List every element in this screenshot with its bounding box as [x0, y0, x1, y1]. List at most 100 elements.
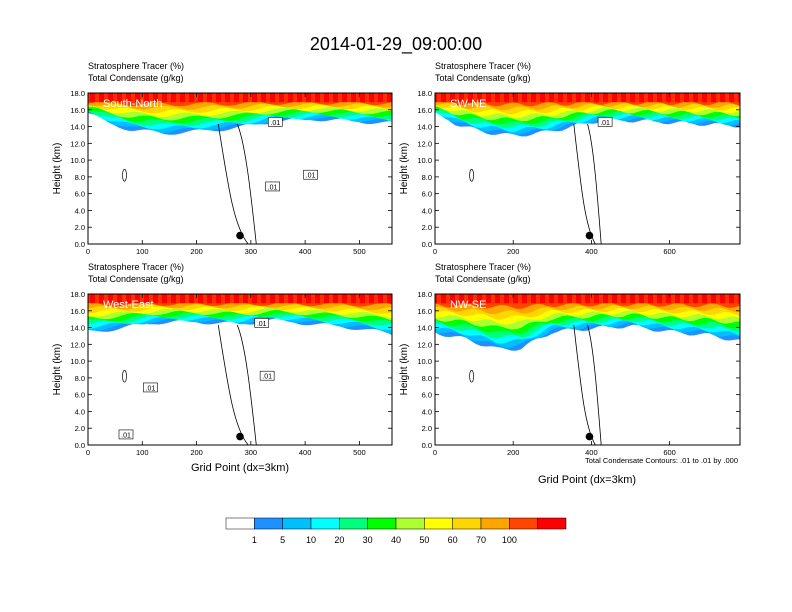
y-tick-label: 12.0 — [417, 340, 432, 349]
tracer-band-top — [435, 294, 740, 304]
y-tick-label: 2.0 — [422, 223, 432, 232]
colorbar-label: 60 — [448, 535, 458, 545]
x-tick-label: 500 — [353, 448, 366, 457]
y-tick-label: 10.0 — [70, 357, 85, 366]
panels-group: Stratosphere Tracer (%) Total Condensate … — [52, 61, 741, 457]
panel-header-condensate: Total Condensate (g/kg) — [435, 274, 531, 284]
y-axis-label: Height (km) — [52, 344, 63, 396]
panel-header-condensate: Total Condensate (g/kg) — [435, 73, 531, 83]
y-tick-label: 18.0 — [70, 89, 85, 98]
colorbar-swatch — [424, 517, 453, 530]
condensate-contour — [217, 123, 257, 245]
x-tick-label: 300 — [245, 448, 258, 457]
contour-note: Total Condensate Contours: .01 to .01 by… — [585, 456, 738, 465]
y-axis-label: Height (km) — [399, 344, 410, 396]
x-tick-label: 0 — [433, 247, 437, 256]
y-tick-label: 0.0 — [75, 240, 85, 249]
y-tick-label: 12.0 — [417, 139, 432, 148]
plot-frame — [434, 293, 741, 446]
x-axis-label-left: Grid Point (dx=3km) — [191, 462, 289, 474]
colorbar-swatch — [452, 517, 482, 530]
colorbar-label: 50 — [419, 535, 429, 545]
panel-nw-se: Stratosphere Tracer (%) Total Condensate … — [399, 262, 741, 457]
panel-sw-ne: Stratosphere Tracer (%) Total Condensate … — [399, 61, 741, 256]
x-tick-label: 400 — [585, 247, 598, 256]
tracer-band-top — [88, 294, 392, 304]
y-tick-label: 18.0 — [417, 290, 432, 299]
y-tick-label: 10.0 — [417, 156, 432, 165]
contour-label-box — [259, 370, 275, 381]
x-tick-label: 200 — [507, 247, 520, 256]
x-tick-label: 0 — [433, 448, 437, 457]
x-tick-label: 100 — [136, 448, 149, 457]
colorbar-label: 40 — [391, 535, 401, 545]
y-tick-label: 2.0 — [75, 223, 85, 232]
y-tick-label: 14.0 — [70, 123, 85, 132]
y-tick-label: 2.0 — [75, 424, 85, 433]
y-axis-label: Height (km) — [52, 143, 63, 195]
y-tick-label: 6.0 — [75, 190, 85, 199]
y-tick-label: 16.0 — [417, 106, 432, 115]
y-tick-label: 8.0 — [422, 173, 432, 182]
y-tick-label: 16.0 — [417, 307, 432, 316]
x-tick-label: 0 — [86, 448, 90, 457]
colorbar-label: 10 — [306, 535, 316, 545]
colorbar-label: 70 — [476, 535, 486, 545]
colorbar-swatch — [367, 517, 397, 530]
y-tick-label: 0.0 — [422, 240, 432, 249]
y-tick-label: 10.0 — [70, 156, 85, 165]
figure-title: 2014-01-29_09:00:00 — [310, 34, 482, 55]
x-tick-label: 400 — [299, 247, 312, 256]
y-tick-label: 2.0 — [422, 424, 432, 433]
colorbar-swatch — [537, 517, 567, 530]
location-marker — [585, 432, 594, 441]
y-tick-label: 8.0 — [75, 374, 85, 383]
condensate-contour-small — [122, 369, 127, 383]
x-tick-label: 200 — [507, 448, 520, 457]
y-axis-label: Height (km) — [399, 143, 410, 195]
y-tick-label: 6.0 — [75, 391, 85, 400]
y-tick-label: 12.0 — [70, 139, 85, 148]
x-tick-label: 400 — [299, 448, 312, 457]
contour-label-box — [254, 318, 270, 328]
plot-frame — [87, 92, 393, 245]
panel-header-tracer: Stratosphere Tracer (%) — [435, 262, 531, 272]
y-tick-label: 16.0 — [70, 106, 85, 115]
y-tick-label: 14.0 — [417, 123, 432, 132]
x-tick-label: 0 — [86, 247, 90, 256]
y-tick-label: 14.0 — [70, 324, 85, 333]
y-tick-label: 18.0 — [417, 89, 432, 98]
y-tick-label: 0.0 — [75, 441, 85, 450]
plot-frame — [87, 293, 393, 446]
y-tick-label: 12.0 — [70, 340, 85, 349]
colorbar-label: 1 — [252, 535, 257, 545]
y-tick-label: 4.0 — [422, 206, 432, 215]
panel-header-tracer: Stratosphere Tracer (%) — [435, 61, 531, 71]
contour-label: .01 — [146, 385, 156, 392]
x-tick-label: 600 — [663, 247, 676, 256]
condensate-contour — [217, 324, 257, 446]
x-tick-label: 400 — [585, 448, 598, 457]
colorbar: 1 5 10 20 30 40 50 60 70 100 — [225, 517, 567, 545]
location-marker — [236, 231, 244, 240]
panel-header-condensate: Total Condensate (g/kg) — [88, 274, 184, 284]
contour-label-box — [597, 117, 613, 127]
location-marker — [236, 432, 244, 441]
contour-label: .01 — [121, 432, 131, 439]
colorbar-label: 20 — [334, 535, 344, 545]
x-axis-label-right: Grid Point (dx=3km) — [538, 474, 636, 486]
location-marker — [585, 231, 594, 240]
x-tick-label: 200 — [190, 247, 203, 256]
y-tick-label: 18.0 — [70, 290, 85, 299]
x-tick-label: 200 — [190, 448, 203, 457]
plot-frame — [434, 92, 741, 245]
condensate-contour-small — [469, 168, 474, 182]
tracer-band-top — [88, 93, 392, 103]
y-tick-label: 8.0 — [75, 173, 85, 182]
colorbar-swatch — [282, 517, 312, 530]
contour-label-box — [265, 181, 280, 192]
contour-label-box — [143, 382, 158, 393]
section-label: South-North — [103, 98, 162, 110]
x-tick-label: 300 — [245, 247, 258, 256]
